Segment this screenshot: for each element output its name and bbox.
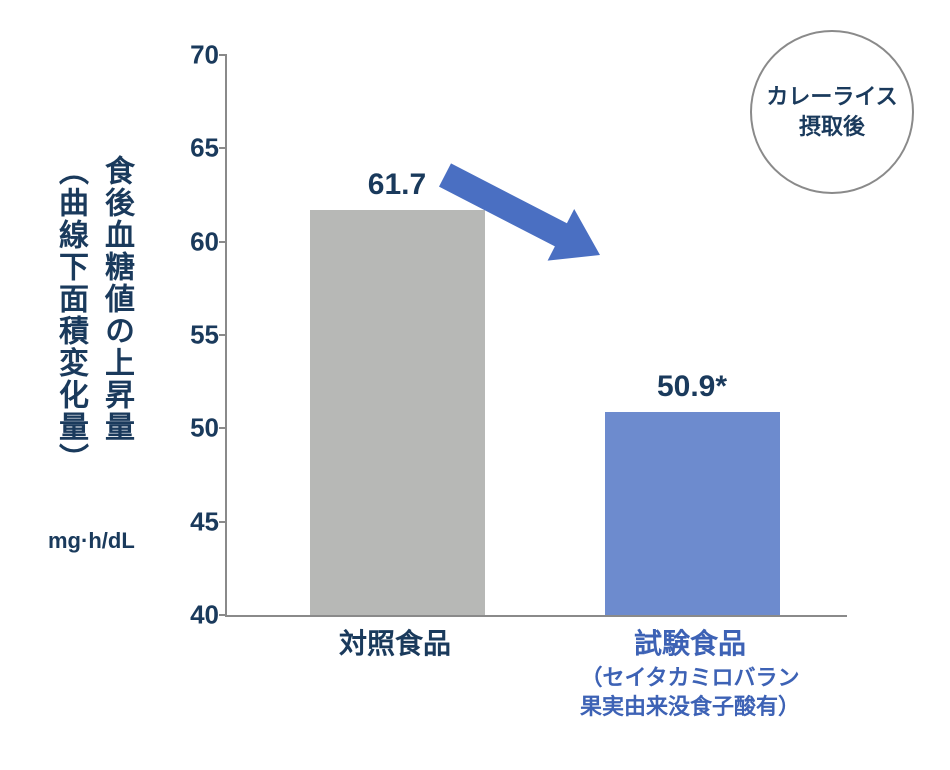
- chart-stage: （曲線下面積変化量） 食後血糖値の上昇量 mg·h/dL 40 45 50 55 60 6…: [0, 0, 950, 770]
- y-tick-label: 40: [169, 600, 219, 631]
- y-tick-mark: [219, 241, 227, 243]
- category-main: 対照食品: [245, 625, 545, 663]
- y-tick-label: 55: [169, 320, 219, 351]
- category-label: 試験食品（セイタカミロバラン果実由来没食子酸有）: [540, 625, 840, 722]
- y-tick-label: 50: [169, 413, 219, 444]
- y-tick-label: 45: [169, 506, 219, 537]
- bar-value-label: 61.7: [368, 168, 426, 202]
- bar: [605, 412, 780, 615]
- y-tick-mark: [219, 614, 227, 616]
- y-tick-mark: [219, 147, 227, 149]
- badge-line2: 摂取後: [766, 112, 897, 142]
- category-label: 対照食品: [245, 625, 545, 663]
- category-sub: （セイタカミロバラン果実由来没食子酸有）: [540, 663, 840, 722]
- y-tick-mark: [219, 54, 227, 56]
- y-tick-label: 60: [169, 226, 219, 257]
- context-badge: カレーライス 摂取後: [750, 30, 914, 194]
- bar: [310, 210, 485, 615]
- badge-line1: カレーライス: [766, 82, 897, 112]
- y-axis-unit: mg·h/dL: [48, 528, 135, 554]
- y-axis-title-line2: （曲線下面積変化量）: [48, 155, 92, 475]
- y-tick-mark: [219, 427, 227, 429]
- y-axis-title: （曲線下面積変化量） 食後血糖値の上昇量: [48, 155, 138, 475]
- y-tick-label: 65: [169, 133, 219, 164]
- y-tick-mark: [219, 521, 227, 523]
- y-tick-mark: [219, 334, 227, 336]
- y-axis-title-line1: 食後血糖値の上昇量: [94, 155, 138, 475]
- category-main: 試験食品: [540, 625, 840, 663]
- y-tick-label: 70: [169, 40, 219, 71]
- bar-value-label: 50.9*: [657, 370, 727, 404]
